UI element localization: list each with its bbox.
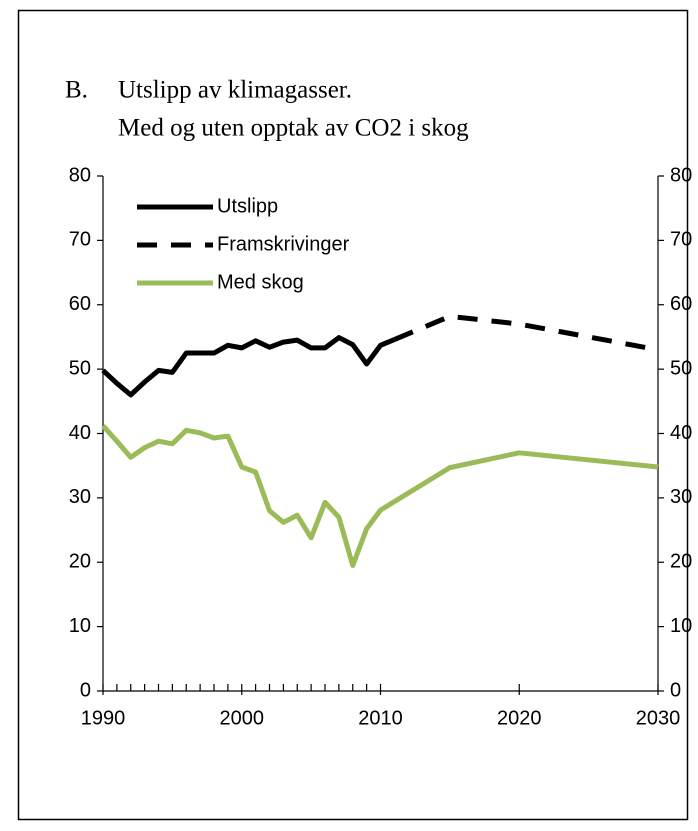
y-tick-label: 10 <box>69 615 91 637</box>
legend-label: Med skog <box>217 271 304 293</box>
x-tick-label: 2000 <box>220 707 265 729</box>
series-line <box>101 335 396 398</box>
y2-tick-label: 20 <box>670 551 692 573</box>
frame <box>17 9 689 821</box>
chart-subtitle: Med og uten opptak av CO2 i skog <box>118 115 469 142</box>
title-label: B. <box>65 77 88 104</box>
y2-tick-label: 10 <box>670 615 692 637</box>
y2-tick-label: 60 <box>670 293 692 315</box>
y2-tick-label: 80 <box>670 164 692 186</box>
y-tick-label: 0 <box>80 679 91 701</box>
y-tick-label: 60 <box>69 293 91 315</box>
y-tick-label: 40 <box>69 422 91 444</box>
series-line <box>393 313 659 353</box>
y2-tick-label: 30 <box>670 486 692 508</box>
x-tick-label: 1990 <box>81 707 126 729</box>
y2-tick-label: 40 <box>670 422 692 444</box>
series-line <box>101 424 659 568</box>
y2-tick-label: 50 <box>670 357 692 379</box>
y2-tick-label: 0 <box>670 679 681 701</box>
x-tick-label: 2010 <box>358 707 403 729</box>
chart-title: Utslipp av klimagasser. <box>118 77 352 104</box>
y-tick-label: 80 <box>69 164 91 186</box>
y2-tick-label: 70 <box>670 229 692 251</box>
y-tick-label: 20 <box>69 551 91 573</box>
legend-label: Framskrivinger <box>217 233 350 255</box>
y-tick-label: 50 <box>69 357 91 379</box>
legend-label: Utslipp <box>217 195 278 217</box>
x-tick-label: 2030 <box>636 707 681 729</box>
y-tick-label: 70 <box>69 229 91 251</box>
y-tick-label: 30 <box>69 486 91 508</box>
x-tick-label: 2020 <box>497 707 542 729</box>
